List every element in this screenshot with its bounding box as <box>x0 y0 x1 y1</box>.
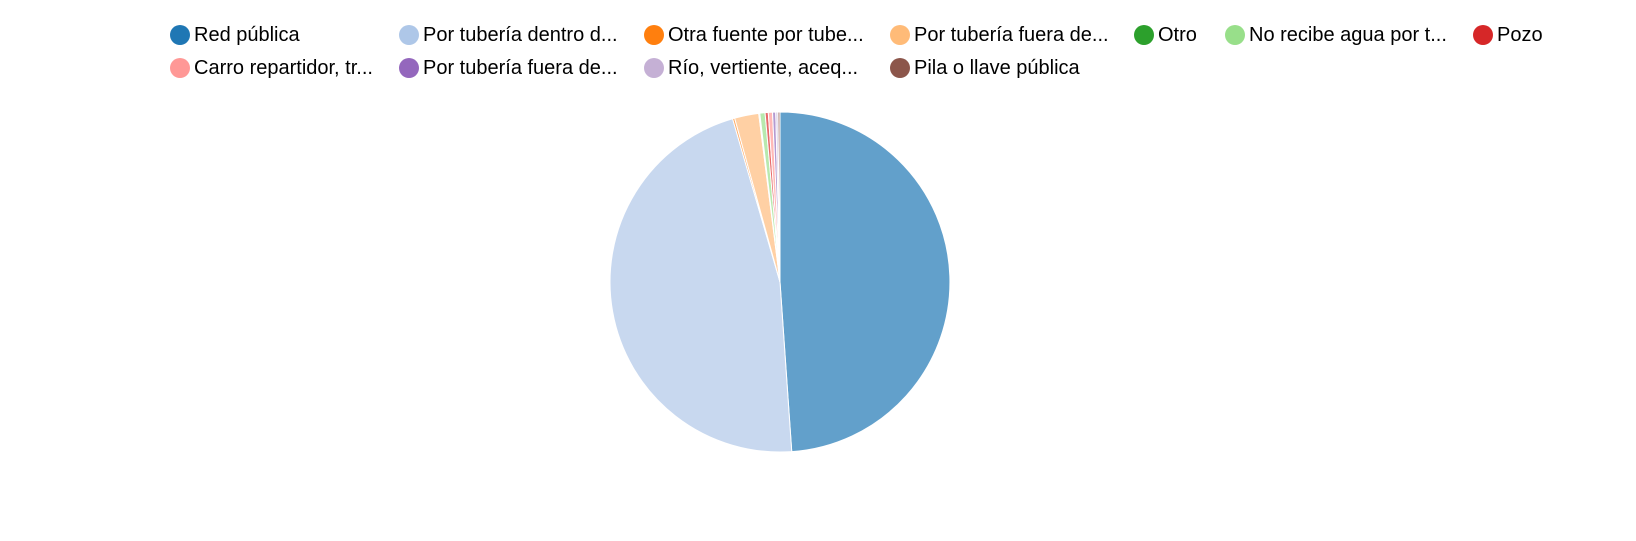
legend-label: Por tubería fuera de... <box>914 24 1109 46</box>
legend-item[interactable]: Carro repartidor, tr... <box>170 56 373 80</box>
legend-label: Otra fuente por tube... <box>668 24 864 46</box>
legend-swatch <box>399 58 419 78</box>
legend-item[interactable]: Red pública <box>170 23 300 47</box>
legend-label: Por tubería fuera de... <box>423 57 618 79</box>
pie-slice[interactable] <box>779 111 951 453</box>
legend-label: Red pública <box>194 24 300 46</box>
legend-swatch <box>890 25 910 45</box>
pie-slice[interactable] <box>609 118 793 453</box>
legend-item[interactable]: Río, vertiente, aceq... <box>644 56 858 80</box>
legend-item[interactable]: Otro <box>1134 23 1197 47</box>
legend-item[interactable]: Por tubería dentro d... <box>399 23 618 47</box>
legend-item[interactable]: No recibe agua por t... <box>1225 23 1447 47</box>
pie-slices <box>609 111 951 453</box>
legend-item[interactable]: Otra fuente por tube... <box>644 23 864 47</box>
pie-slice[interactable] <box>777 111 781 283</box>
legend-swatch <box>1473 25 1493 45</box>
legend-swatch <box>1134 25 1154 45</box>
legend-label: Pozo <box>1497 24 1543 46</box>
legend-item[interactable]: Pozo <box>1473 23 1543 47</box>
legend-item[interactable]: Pila o llave pública <box>890 56 1080 80</box>
legend-swatch <box>1225 25 1245 45</box>
legend-label: No recibe agua por t... <box>1249 24 1447 46</box>
legend-swatch <box>644 25 664 45</box>
legend-label: Pila o llave pública <box>914 57 1080 79</box>
legend-label: Por tubería dentro d... <box>423 24 618 46</box>
legend-swatch <box>170 58 190 78</box>
legend-swatch <box>170 25 190 45</box>
legend-label: Carro repartidor, tr... <box>194 57 373 79</box>
legend-label: Río, vertiente, aceq... <box>668 57 859 79</box>
legend-label: Otro <box>1158 24 1197 46</box>
legend-swatch <box>644 58 664 78</box>
legend-swatch <box>890 58 910 78</box>
legend-item[interactable]: Por tubería fuera de... <box>890 23 1109 47</box>
legend-swatch <box>399 25 419 45</box>
legend-item[interactable]: Por tubería fuera de... <box>399 56 618 80</box>
chart-legend: Red pública Por tubería dentro d... Otra f… <box>0 0 1636 90</box>
